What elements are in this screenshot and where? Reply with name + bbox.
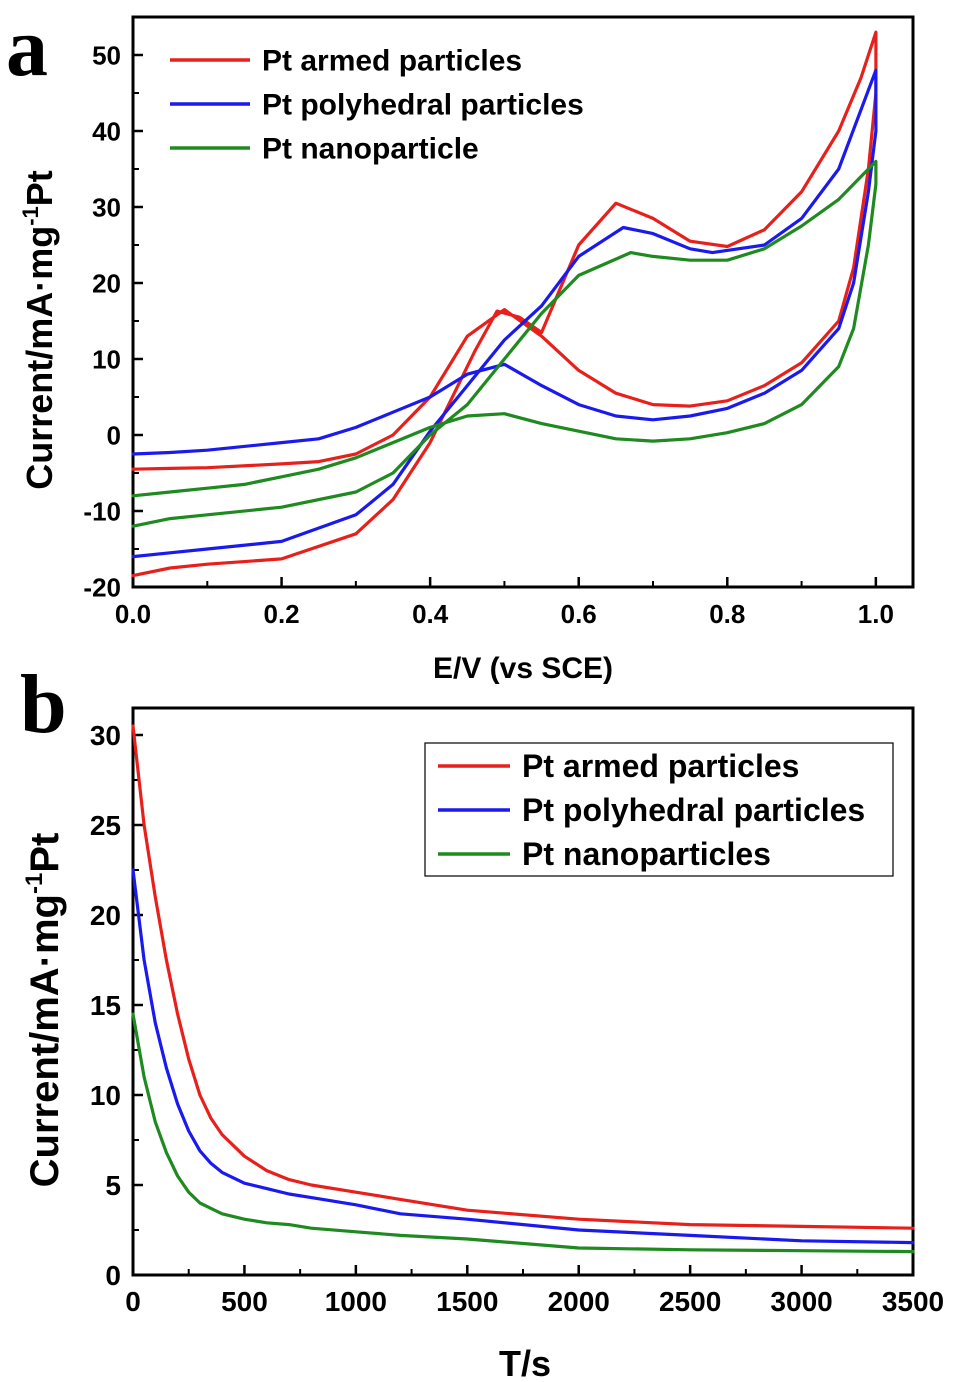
x-tick-label: 0.0 bbox=[115, 599, 151, 629]
panel-b-y-axis-title-sup: -1 bbox=[21, 873, 48, 894]
panel-a-axes: 0.0 0.2 0.4 0.6 0.8 1.0 -20 -10 0 10 20 30 40 50 bbox=[83, 15, 915, 629]
panel-a-y-axis-title-main: Current/mA·mg bbox=[19, 226, 60, 490]
panel-a-y-axis-title: Current/mA·mg-1Pt bbox=[18, 170, 60, 490]
panel-b-label: b bbox=[20, 658, 67, 751]
legend-label: Pt armed particles bbox=[522, 748, 799, 784]
series-line bbox=[131, 1012, 915, 1254]
series-line bbox=[131, 159, 878, 528]
panel-a-y-axis-title-tail: Pt bbox=[19, 170, 60, 206]
x-tick-label: 1.0 bbox=[858, 599, 894, 629]
y-tick-label: 20 bbox=[90, 900, 121, 931]
panel-b-legend: Pt armed particles Pt polyhedral particle… bbox=[424, 742, 894, 877]
x-tick-label: 0 bbox=[125, 1286, 141, 1317]
legend-label: Pt nanoparticles bbox=[522, 836, 771, 872]
x-tick-label: 1500 bbox=[436, 1286, 498, 1317]
legend-label: Pt polyhedral particles bbox=[522, 792, 865, 828]
panel-b-x-axis-title: T/s bbox=[499, 1343, 551, 1382]
legend-label: Pt nanoparticle bbox=[262, 133, 479, 166]
y-tick-label: 25 bbox=[90, 810, 121, 841]
panel-a-legend: Pt armed particles Pt polyhedral particle… bbox=[170, 45, 584, 166]
y-tick-label: 0 bbox=[107, 420, 121, 450]
x-tick-label: 0.6 bbox=[561, 599, 597, 629]
series-line bbox=[131, 30, 878, 578]
y-tick-label: 30 bbox=[90, 720, 121, 751]
plot-frame bbox=[131, 15, 915, 589]
y-tick-label: 0 bbox=[105, 1260, 121, 1291]
panel-b: b 0 500 1000 1500 2000 2500 3000 3500 0 5 10 15 20 25… bbox=[20, 658, 944, 1382]
x-tick-label: 2500 bbox=[659, 1286, 721, 1317]
y-tick-label: 15 bbox=[90, 990, 121, 1021]
series-line bbox=[131, 68, 878, 559]
x-tick-label: 0.4 bbox=[412, 599, 449, 629]
panel-b-y-axis-title-main: Current/mA·mg bbox=[23, 894, 67, 1187]
y-tick-label: 40 bbox=[92, 116, 121, 146]
x-tick-label: 2000 bbox=[548, 1286, 610, 1317]
x-tick-label: 3000 bbox=[770, 1286, 832, 1317]
panel-a-series bbox=[131, 30, 878, 578]
series-line bbox=[131, 868, 915, 1245]
y-tick-label: -20 bbox=[83, 572, 121, 602]
y-tick-label: 20 bbox=[92, 268, 121, 298]
panel-b-y-axis-title: Current/mA·mg-1Pt bbox=[21, 833, 67, 1188]
y-tick-label: 5 bbox=[105, 1170, 121, 1201]
panel-b-y-axis-title-tail: Pt bbox=[23, 833, 67, 873]
legend-label: Pt armed particles bbox=[262, 45, 522, 78]
y-tick-label: 50 bbox=[92, 40, 121, 70]
panel-a-y-axis-title-sup: -1 bbox=[18, 206, 43, 226]
x-tick-label: 0.8 bbox=[709, 599, 745, 629]
legend-label: Pt polyhedral particles bbox=[262, 89, 584, 122]
x-tick-label: 500 bbox=[221, 1286, 268, 1317]
y-tick-label: 30 bbox=[92, 192, 121, 222]
panel-a: a 0.0 0.2 0.4 0.6 0.8 1.0 -20 -10 0 10 20 30 40 50 Pt… bbox=[6, 1, 915, 685]
y-tick-label: 10 bbox=[90, 1080, 121, 1111]
series-line bbox=[131, 724, 915, 1230]
panel-b-series bbox=[131, 724, 915, 1254]
panel-b-axes: 0 500 1000 1500 2000 2500 3000 3500 0 5 10 15 20 25 30 bbox=[90, 706, 944, 1317]
panel-a-label: a bbox=[6, 1, 48, 94]
y-tick-label: 10 bbox=[92, 344, 121, 374]
x-tick-label: 1000 bbox=[325, 1286, 387, 1317]
x-tick-label: 0.2 bbox=[263, 599, 299, 629]
x-tick-label: 3500 bbox=[882, 1286, 944, 1317]
panel-a-x-axis-title: E/V (vs SCE) bbox=[433, 652, 613, 685]
y-tick-label: -10 bbox=[83, 496, 121, 526]
